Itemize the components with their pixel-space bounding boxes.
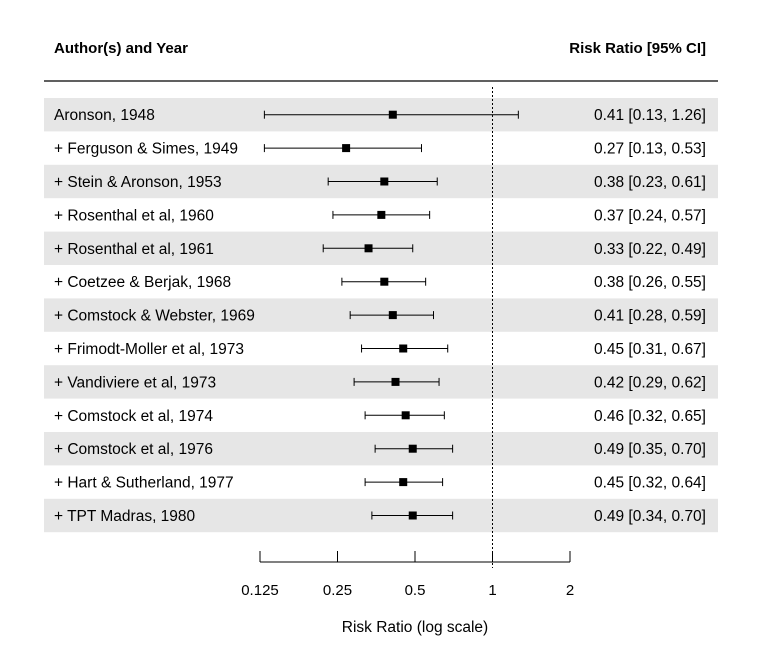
point-estimate (377, 210, 386, 219)
study-row: + Coetzee & Berjak, 1968 0.38 [0.26, 0.55… (54, 274, 706, 291)
study-label: + Comstock et al, 1976 (54, 441, 213, 458)
ci-text: 0.38 [0.23, 0.61] (594, 174, 706, 191)
ci-text: 0.37 [0.24, 0.57] (594, 207, 706, 224)
study-row: + Hart & Sutherland, 1977 0.45 [0.32, 0.6… (54, 475, 706, 492)
study-row: + TPT Madras, 1980 0.49 [0.34, 0.70] (54, 508, 706, 525)
point-estimate (399, 344, 408, 353)
x-tick-label: 0.25 (323, 582, 352, 599)
point-estimate (391, 377, 400, 386)
study-label: + Coetzee & Berjak, 1968 (54, 274, 231, 291)
point-estimate (388, 311, 397, 320)
point-estimate (401, 411, 410, 420)
ci-text: 0.45 [0.31, 0.67] (594, 341, 706, 358)
study-label: + Frimodt-Moller et al, 1973 (54, 341, 244, 358)
study-label: + TPT Madras, 1980 (54, 508, 196, 525)
study-row: + Comstock & Webster, 1969 0.41 [0.28, 0.… (54, 308, 706, 325)
study-label: + Rosenthal et al, 1960 (54, 207, 214, 224)
ci-text: 0.42 [0.29, 0.62] (594, 374, 706, 391)
ci-text: 0.49 [0.34, 0.70] (594, 508, 706, 525)
point-estimate (399, 478, 408, 487)
study-row: + Rosenthal et al, 1961 0.33 [0.22, 0.49] (54, 241, 706, 258)
study-label: + Hart & Sutherland, 1977 (54, 475, 234, 492)
ci-text: 0.27 [0.13, 0.53] (594, 141, 706, 158)
study-label: + Stein & Aronson, 1953 (54, 174, 222, 191)
ci-text: 0.38 [0.26, 0.55] (594, 274, 706, 291)
study-row: + Stein & Aronson, 1953 0.38 [0.23, 0.61] (54, 174, 706, 191)
study-label: Aronson, 1948 (54, 107, 155, 124)
x-tick-label: 1 (488, 582, 496, 599)
ci-text: 0.41 [0.13, 1.26] (594, 107, 706, 124)
ci-text: 0.41 [0.28, 0.59] (594, 308, 706, 325)
point-estimate (380, 177, 389, 186)
right-header: Risk Ratio [95% CI] (569, 40, 706, 57)
study-row: + Comstock et al, 1976 0.49 [0.35, 0.70] (54, 441, 706, 458)
study-rows: Aronson, 1948 0.41 [0.13, 1.26] + Ferguson… (54, 107, 706, 525)
ci-text: 0.46 [0.32, 0.65] (594, 408, 706, 425)
left-header: Author(s) and Year (54, 40, 188, 57)
study-row: Aronson, 1948 0.41 [0.13, 1.26] (54, 107, 706, 124)
point-estimate (342, 144, 351, 153)
study-label: + Rosenthal et al, 1961 (54, 241, 214, 258)
study-label: + Ferguson & Simes, 1949 (54, 141, 238, 158)
study-row: + Comstock et al, 1974 0.46 [0.32, 0.65] (54, 408, 706, 425)
x-tick-label: 0.125 (241, 582, 279, 599)
study-label: + Comstock & Webster, 1969 (54, 308, 255, 325)
ci-text: 0.49 [0.35, 0.70] (594, 441, 706, 458)
study-row: + Frimodt-Moller et al, 1973 0.45 [0.31, … (54, 341, 706, 358)
point-estimate (364, 244, 373, 253)
point-estimate (380, 277, 389, 286)
point-estimate (408, 511, 417, 520)
study-row: + Rosenthal et al, 1960 0.37 [0.24, 0.57] (54, 207, 706, 224)
point-estimate (388, 110, 397, 119)
point-estimate (408, 444, 417, 453)
ci-text: 0.45 [0.32, 0.64] (594, 475, 706, 492)
study-label: + Comstock et al, 1974 (54, 408, 213, 425)
study-label: + Vandiviere et al, 1973 (54, 374, 216, 391)
x-tick-label: 2 (566, 582, 574, 599)
x-axis-title: Risk Ratio (log scale) (342, 619, 488, 636)
x-tick-label: 0.5 (405, 582, 426, 599)
x-axis: 0.125 0.25 0.5 1 2 (241, 551, 574, 599)
study-row: + Vandiviere et al, 1973 0.42 [0.29, 0.62… (54, 374, 706, 391)
ci-text: 0.33 [0.22, 0.49] (594, 241, 706, 258)
study-row: + Ferguson & Simes, 1949 0.27 [0.13, 0.53… (54, 141, 706, 158)
